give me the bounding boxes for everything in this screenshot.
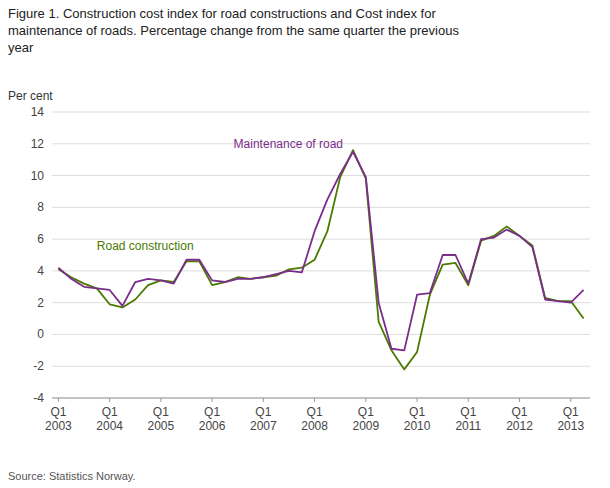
source: Source: Statistics Norway. bbox=[8, 470, 136, 482]
y-tick-label: 10 bbox=[31, 169, 45, 183]
y-tick-label: 12 bbox=[31, 137, 45, 151]
y-tick-label: -4 bbox=[33, 391, 44, 405]
text-line: Q1 bbox=[50, 405, 66, 419]
text-line: 2012 bbox=[506, 419, 533, 433]
text-line: 2007 bbox=[250, 419, 277, 433]
y-tick-label: 8 bbox=[37, 200, 44, 214]
text-line: 2009 bbox=[352, 419, 379, 433]
x-tick-label: Q12012 bbox=[506, 405, 533, 433]
grid bbox=[52, 112, 590, 398]
text-line: Q1 bbox=[255, 405, 271, 419]
text-line: Q1 bbox=[204, 405, 220, 419]
x-tick bbox=[212, 398, 213, 402]
series-label: Road construction bbox=[97, 239, 194, 253]
y-tick-label: 6 bbox=[37, 232, 44, 246]
text-line: year bbox=[8, 40, 34, 55]
y-tick-label: 4 bbox=[37, 264, 44, 278]
x-tick-label: Q12009 bbox=[352, 405, 379, 433]
series-group bbox=[58, 150, 583, 369]
text-line: Q1 bbox=[102, 405, 118, 419]
x-tick-label: Q12003 bbox=[45, 405, 72, 433]
text-line: Q1 bbox=[460, 405, 476, 419]
grid-line bbox=[52, 270, 590, 271]
grid-line bbox=[52, 207, 590, 208]
y-axis-label: Per cent bbox=[8, 89, 53, 103]
x-tick-label: Q12011 bbox=[455, 405, 481, 433]
x-tick bbox=[468, 398, 469, 402]
text-line: Q1 bbox=[563, 405, 579, 419]
x-tick bbox=[365, 398, 366, 402]
x-tick bbox=[58, 398, 59, 402]
text-line: 2010 bbox=[404, 419, 431, 433]
grid-line bbox=[52, 175, 590, 176]
text-line: Q1 bbox=[409, 405, 425, 419]
x-tick bbox=[519, 398, 520, 402]
x-tick-label: Q12004 bbox=[96, 405, 123, 433]
grid-line bbox=[52, 334, 590, 335]
y-tick-label: 14 bbox=[31, 105, 45, 119]
x-tick bbox=[314, 398, 315, 402]
text-line: Q1 bbox=[153, 405, 169, 419]
x-tick bbox=[109, 398, 110, 402]
x-tick-label: Q12008 bbox=[301, 405, 328, 433]
y-tick-label: -2 bbox=[33, 359, 44, 373]
x-tick-label: Q12013 bbox=[557, 405, 584, 433]
x-tick-label: Q12007 bbox=[250, 405, 277, 433]
x-tick bbox=[570, 398, 571, 402]
chart: Figure 1. Construction cost index for ro… bbox=[0, 0, 610, 488]
x-tick bbox=[263, 398, 264, 402]
x-tick bbox=[417, 398, 418, 402]
text-line: 2003 bbox=[45, 419, 72, 433]
text-line: Q1 bbox=[307, 405, 323, 419]
text-line: Figure 1. Construction cost index for ro… bbox=[8, 6, 436, 21]
series-label: Maintenance of road bbox=[234, 137, 343, 151]
text-line: maintenance of roads. Percentage change … bbox=[8, 23, 459, 38]
text-line: 2013 bbox=[557, 419, 584, 433]
text-line: 2006 bbox=[199, 419, 226, 433]
series-line bbox=[58, 152, 583, 351]
grid-line bbox=[52, 398, 590, 399]
grid-line bbox=[52, 302, 590, 303]
x-tick bbox=[160, 398, 161, 402]
text-line: 2005 bbox=[148, 419, 175, 433]
grid-line bbox=[52, 112, 590, 113]
text-line: 2011 bbox=[455, 419, 481, 433]
text-line: 2008 bbox=[301, 419, 328, 433]
x-tick-label: Q12006 bbox=[199, 405, 226, 433]
y-tick-label: 2 bbox=[37, 296, 44, 310]
text-line: Q1 bbox=[512, 405, 528, 419]
text-line: Q1 bbox=[358, 405, 374, 419]
x-tick-label: Q12005 bbox=[148, 405, 175, 433]
title: Figure 1. Construction cost index for ro… bbox=[8, 6, 459, 55]
grid-line bbox=[52, 366, 590, 367]
series-line bbox=[58, 150, 583, 369]
y-tick-label: 0 bbox=[37, 327, 44, 341]
x-tick-label: Q12010 bbox=[404, 405, 431, 433]
text-line: 2004 bbox=[96, 419, 123, 433]
x-axis-line bbox=[52, 398, 590, 399]
